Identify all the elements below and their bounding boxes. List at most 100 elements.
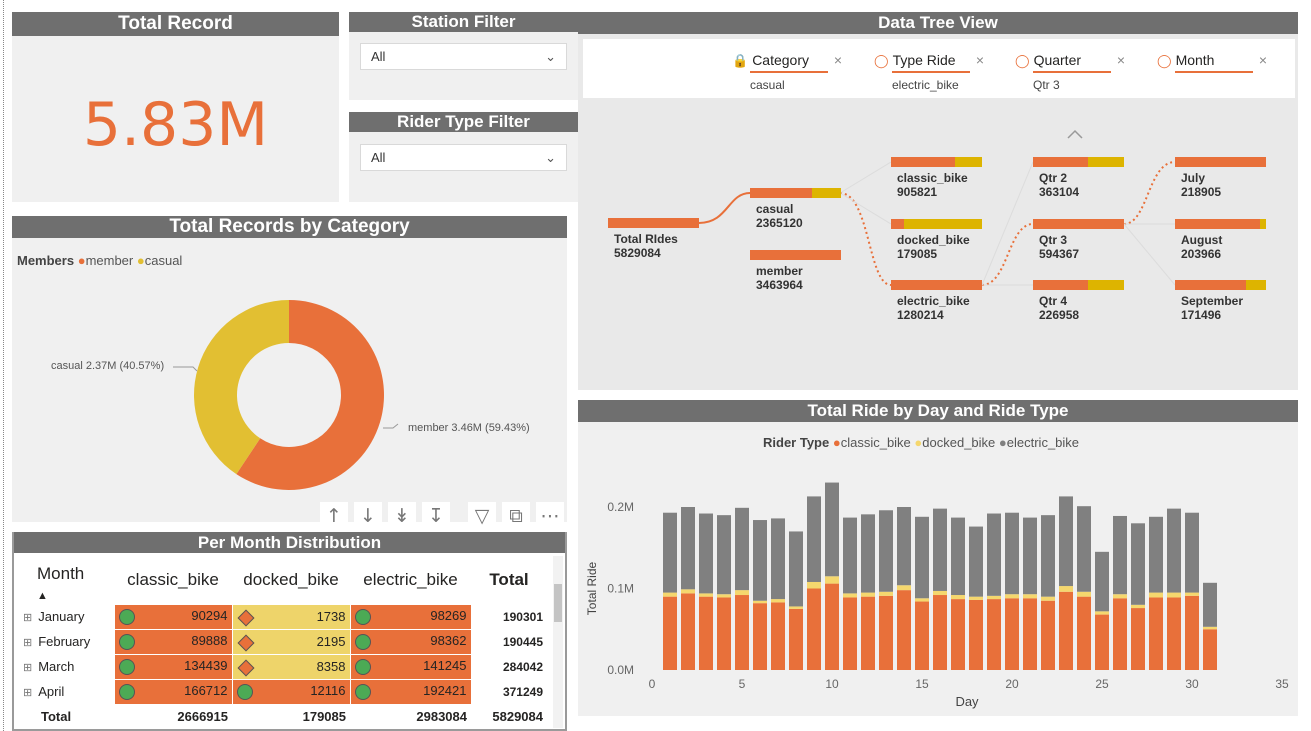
drill-down-icon[interactable]: ↓: [354, 502, 382, 530]
bar-docked_bike-day-16[interactable]: [933, 590, 947, 596]
bar-docked_bike-day-10[interactable]: [825, 576, 839, 584]
bar-classic_bike-day-8[interactable]: [789, 608, 803, 670]
pill-category[interactable]: 🔒 Category × casual: [732, 52, 842, 96]
bar-classic_bike-day-16[interactable]: [933, 595, 947, 670]
bar-electric_bike-day-13[interactable]: [879, 510, 893, 592]
bar-docked_bike-day-30[interactable]: [1185, 592, 1199, 596]
filter-icon[interactable]: ▽: [468, 502, 496, 530]
bar-docked_bike-day-14[interactable]: [897, 585, 911, 591]
bar-classic_bike-day-30[interactable]: [1185, 595, 1199, 670]
bar-electric_bike-day-21[interactable]: [1023, 517, 1037, 595]
bar-electric_bike-day-20[interactable]: [1005, 512, 1019, 595]
bar-docked_bike-day-20[interactable]: [1005, 594, 1019, 599]
bar-docked_bike-day-2[interactable]: [681, 589, 695, 594]
bar-electric_bike-day-4[interactable]: [717, 515, 731, 595]
bar-docked_bike-day-24[interactable]: [1077, 591, 1091, 597]
bar-classic_bike-day-14[interactable]: [897, 590, 911, 670]
bar-electric_bike-day-23[interactable]: [1059, 496, 1073, 587]
col-header-classic[interactable]: classic_bike: [127, 569, 219, 589]
table-row[interactable]: ⊞ April 166712 12116 192421 371249: [17, 678, 547, 705]
bar-electric_bike-day-22[interactable]: [1041, 515, 1055, 597]
bar-electric_bike-day-2[interactable]: [681, 507, 695, 590]
bar-electric_bike-day-10[interactable]: [825, 482, 839, 577]
bar-electric_bike-day-24[interactable]: [1077, 506, 1091, 592]
bar-electric_bike-day-18[interactable]: [969, 526, 983, 597]
bar-electric_bike-day-19[interactable]: [987, 513, 1001, 596]
bar-electric_bike-day-11[interactable]: [843, 517, 857, 594]
col-header-docked[interactable]: docked_bike: [243, 569, 339, 589]
close-icon[interactable]: ×: [975, 52, 984, 68]
bar-classic_bike-day-27[interactable]: [1131, 608, 1145, 670]
month-table-panel[interactable]: Per Month Distribution Month ▲ classic_bi…: [12, 532, 567, 731]
tree-node-bar[interactable]: [891, 280, 982, 290]
table-row[interactable]: ⊞ January 90294 1738 98269 190301: [17, 603, 547, 630]
bar-classic_bike-day-1[interactable]: [663, 596, 677, 670]
table-row[interactable]: ⊞ February 89888 2195 98362 190445: [17, 628, 547, 655]
bar-docked_bike-day-31[interactable]: [1203, 626, 1217, 630]
rider-type-filter-dropdown[interactable]: All ⌄: [360, 144, 567, 171]
bar-classic_bike-day-3[interactable]: [699, 596, 713, 670]
bar-classic_bike-day-26[interactable]: [1113, 598, 1127, 670]
table-scrollbar[interactable]: [553, 556, 563, 728]
bar-electric_bike-day-30[interactable]: [1185, 512, 1199, 593]
bar-docked_bike-day-29[interactable]: [1167, 592, 1181, 598]
bar-electric_bike-day-5[interactable]: [735, 507, 749, 591]
bar-docked_bike-day-17[interactable]: [951, 595, 965, 600]
tree-node-bar[interactable]: [1175, 219, 1266, 229]
bar-docked_bike-day-19[interactable]: [987, 595, 1001, 600]
col-header-electric[interactable]: electric_bike: [363, 569, 458, 589]
donut-slice-casual[interactable]: [194, 300, 289, 475]
pill-month[interactable]: ◯ Month ×: [1157, 52, 1267, 96]
daily-rides-panel[interactable]: Total Ride by Day and Ride Type Rider Ty…: [578, 400, 1298, 716]
bar-docked_bike-day-25[interactable]: [1095, 611, 1109, 615]
bar-electric_bike-day-1[interactable]: [663, 512, 677, 593]
close-icon[interactable]: ×: [1258, 52, 1267, 68]
tree-node-bar[interactable]: [750, 250, 841, 260]
bar-classic_bike-day-31[interactable]: [1203, 629, 1217, 670]
bar-docked_bike-day-28[interactable]: [1149, 592, 1163, 598]
bar-classic_bike-day-25[interactable]: [1095, 614, 1109, 670]
bar-classic_bike-day-4[interactable]: [717, 597, 731, 670]
bar-classic_bike-day-12[interactable]: [861, 596, 875, 670]
bar-classic_bike-day-13[interactable]: [879, 595, 893, 670]
bar-electric_bike-day-8[interactable]: [789, 531, 803, 607]
bar-classic_bike-day-17[interactable]: [951, 599, 965, 670]
tree-node-bar[interactable]: [1175, 280, 1266, 290]
bar-electric_bike-day-28[interactable]: [1149, 516, 1163, 593]
bar-electric_bike-day-17[interactable]: [951, 517, 965, 596]
bar-classic_bike-day-9[interactable]: [807, 588, 821, 671]
bar-classic_bike-day-7[interactable]: [771, 602, 785, 670]
bar-electric_bike-day-7[interactable]: [771, 518, 785, 600]
bar-docked_bike-day-15[interactable]: [915, 598, 929, 602]
bar-docked_bike-day-9[interactable]: [807, 581, 821, 589]
expand-hierarchy-icon[interactable]: ↧: [422, 502, 450, 530]
bar-docked_bike-day-7[interactable]: [771, 599, 785, 603]
bar-classic_bike-day-5[interactable]: [735, 595, 749, 670]
bar-docked_bike-day-8[interactable]: [789, 606, 803, 609]
pill-type-ride[interactable]: ◯ Type Ride × electric_bike: [874, 52, 984, 96]
bar-electric_bike-day-25[interactable]: [1095, 551, 1109, 612]
bar-docked_bike-day-1[interactable]: [663, 592, 677, 597]
bar-classic_bike-day-28[interactable]: [1149, 597, 1163, 670]
bar-docked_bike-day-26[interactable]: [1113, 594, 1127, 599]
next-level-icon[interactable]: ↡: [388, 502, 416, 530]
bar-docked_bike-day-4[interactable]: [717, 594, 731, 598]
bar-electric_bike-day-26[interactable]: [1113, 515, 1127, 595]
bar-electric_bike-day-6[interactable]: [753, 520, 767, 601]
chevron-up-icon[interactable]: [1067, 129, 1083, 139]
tree-node-bar[interactable]: [1175, 157, 1266, 167]
focus-mode-icon[interactable]: ⧉: [502, 502, 530, 530]
col-header-total[interactable]: Total: [489, 570, 529, 589]
donut-slice-member[interactable]: [236, 300, 384, 490]
bar-classic_bike-day-19[interactable]: [987, 599, 1001, 670]
bar-classic_bike-day-10[interactable]: [825, 583, 839, 670]
bar-classic_bike-day-24[interactable]: [1077, 596, 1091, 670]
tree-node-bar[interactable]: [1033, 219, 1124, 229]
col-header-month[interactable]: Month ▲: [37, 564, 85, 602]
bar-docked_bike-day-27[interactable]: [1131, 604, 1145, 609]
bar-classic_bike-day-29[interactable]: [1167, 597, 1181, 670]
bar-docked_bike-day-13[interactable]: [879, 591, 893, 596]
bar-electric_bike-day-12[interactable]: [861, 514, 875, 593]
tree-node-bar[interactable]: [1033, 157, 1124, 167]
bar-electric_bike-day-31[interactable]: [1203, 582, 1217, 627]
